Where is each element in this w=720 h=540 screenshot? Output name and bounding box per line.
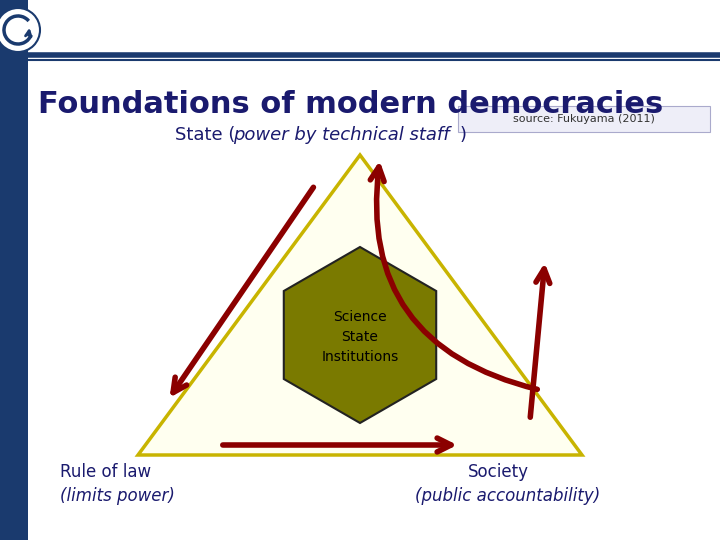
- FancyArrowPatch shape: [173, 187, 313, 393]
- Text: Society: Society: [468, 463, 529, 481]
- Text: Foundations of modern democracies: Foundations of modern democracies: [38, 90, 663, 119]
- Text: State: State: [341, 330, 379, 344]
- Polygon shape: [284, 247, 436, 423]
- Text: (limits power): (limits power): [60, 487, 175, 505]
- FancyArrowPatch shape: [370, 167, 537, 389]
- Polygon shape: [138, 155, 582, 455]
- Text: source: Fukuyama (2011): source: Fukuyama (2011): [513, 114, 655, 124]
- Text: Science: Science: [333, 310, 387, 324]
- FancyArrowPatch shape: [222, 438, 451, 452]
- Text: (public accountability): (public accountability): [415, 487, 600, 505]
- Text: ): ): [460, 126, 467, 144]
- FancyBboxPatch shape: [458, 106, 710, 132]
- Text: Institutions: Institutions: [321, 350, 399, 364]
- Bar: [0, 0, 28, 540]
- Text: Rule of law: Rule of law: [60, 463, 151, 481]
- Circle shape: [0, 8, 40, 52]
- Text: State (: State (: [175, 126, 235, 144]
- Text: power by technical staff: power by technical staff: [233, 126, 449, 144]
- FancyArrowPatch shape: [530, 269, 550, 417]
